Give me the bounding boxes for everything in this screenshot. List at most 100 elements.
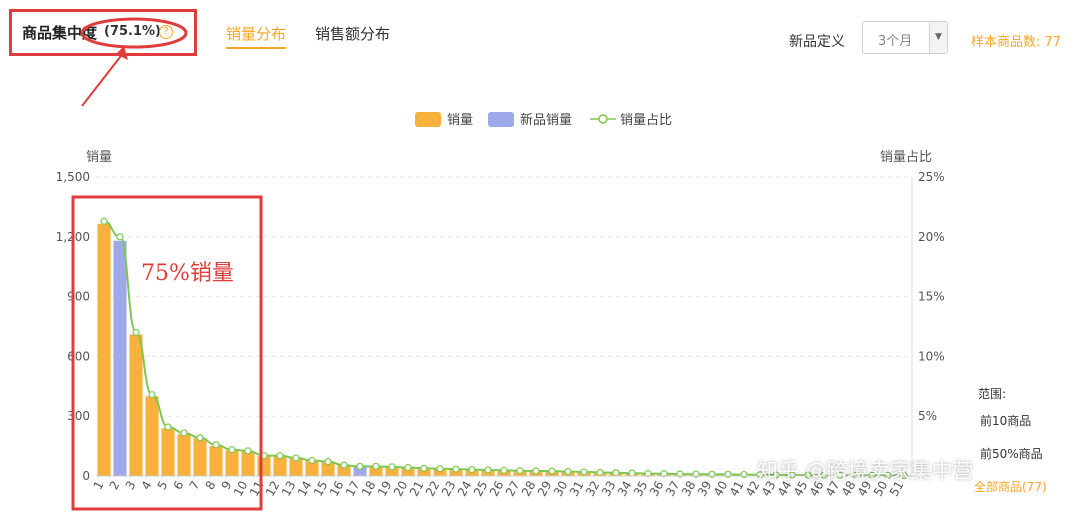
legend-item-new-sales[interactable]: 新品销量 [488, 109, 572, 128]
legend-swatch-sales [415, 112, 441, 127]
share-point [292, 454, 300, 462]
share-point [676, 470, 684, 478]
period-select[interactable]: 3个月 ▼ [862, 21, 948, 54]
x-tick-label: 7 [187, 479, 203, 493]
y2-tick-label: 15% [918, 290, 945, 304]
x-tick-label: 13 [279, 479, 299, 499]
share-point [404, 463, 412, 472]
share-point [420, 464, 428, 472]
x-tick-label: 35 [631, 479, 651, 499]
x-tick-label: 42 [743, 479, 763, 499]
y-tick-label: 600 [67, 349, 90, 363]
bar-sales [97, 223, 111, 476]
highlight-box-top10 [71, 195, 263, 511]
range-item-all[interactable]: 全部商品(77) [974, 480, 1047, 494]
share-point [180, 429, 188, 437]
share-point [596, 468, 604, 477]
share-point [148, 391, 156, 399]
x-tick-label: 33 [599, 479, 619, 499]
share-point [516, 467, 524, 475]
x-tick-label: 5 [155, 479, 171, 493]
bar-sales [145, 396, 159, 476]
x-tick-label: 36 [647, 479, 667, 499]
tab-revenue-distribution[interactable]: 销售额分布 [315, 25, 391, 43]
y2-tick-label: 5% [918, 409, 937, 423]
bar-sales [321, 462, 335, 476]
share-point [900, 471, 908, 480]
x-tick-label: 46 [807, 479, 827, 499]
legend-label-share: 销量占比 [620, 113, 673, 128]
legend-swatch-new-sales [488, 112, 514, 127]
x-tick-label: 49 [855, 479, 875, 499]
chevron-down-icon[interactable]: ▼ [929, 22, 947, 53]
share-point [452, 465, 460, 473]
x-tick-label: 28 [519, 479, 539, 499]
share-point [468, 465, 476, 474]
share-point [580, 468, 588, 476]
share-point [532, 467, 540, 475]
x-tick-label: 1 [91, 479, 107, 493]
highlight-box-concentration [9, 9, 197, 56]
bar-sales [369, 466, 383, 476]
annotation-75-percent: 75%销量 [141, 261, 234, 286]
legend-item-sales[interactable]: 销量 [415, 109, 473, 128]
bar-sales [161, 428, 175, 476]
x-tick-label: 26 [487, 479, 507, 499]
y2-tick-label: 10% [918, 349, 945, 363]
x-tick-label: 3 [123, 479, 139, 493]
range-title: 范围: [978, 387, 1007, 401]
share-point [132, 328, 140, 337]
period-select-value: 3个月 [878, 34, 913, 49]
legend-label-new-sales: 新品销量 [520, 113, 573, 128]
bar-sales [401, 467, 415, 476]
bar-new-sales [353, 467, 367, 476]
tab-sales-distribution[interactable]: 销量分布 [226, 23, 287, 49]
share-point [804, 471, 812, 479]
share-point [852, 471, 860, 480]
y-tick-label: 1,500 [56, 170, 90, 184]
bar-sales [273, 456, 287, 476]
x-tick-label: 45 [791, 479, 811, 499]
new-product-definition-label: 新品定义 [789, 34, 845, 50]
bar-sales [241, 451, 255, 476]
x-tick-label: 48 [839, 479, 859, 499]
question-circle-icon[interactable]: ? [159, 25, 173, 39]
share-point [740, 470, 748, 479]
annotation-arrowhead [116, 46, 128, 60]
x-tick-label: 34 [615, 479, 635, 499]
share-point [644, 470, 652, 478]
line-layer [100, 217, 908, 480]
share-point [164, 423, 172, 431]
x-tick-label: 43 [759, 479, 779, 499]
x-tick-label: 24 [455, 479, 475, 499]
x-tick-label: 39 [695, 479, 715, 499]
share-point [548, 467, 556, 475]
share-point [244, 447, 252, 455]
x-tick-label: 29 [535, 479, 555, 499]
share-point [388, 463, 396, 471]
share-point [788, 471, 796, 479]
x-tick-label: 12 [263, 479, 283, 499]
x-tick-label: 19 [375, 479, 395, 499]
share-point [436, 465, 444, 473]
bar-new-sales [113, 240, 127, 476]
bar-sales [129, 334, 143, 476]
share-point [276, 452, 284, 460]
range-item-top10[interactable]: 前10商品 [980, 414, 1032, 428]
share-point [196, 434, 204, 442]
x-tick-label: 25 [471, 479, 491, 499]
bar-sales [193, 438, 207, 476]
range-panel: 范围: [978, 385, 1006, 402]
share-point [884, 471, 892, 480]
share-point [868, 471, 876, 480]
bar-sales [209, 446, 223, 476]
x-tick-label: 4 [139, 479, 155, 493]
wechat-icon [821, 459, 848, 477]
range-item-top50[interactable]: 前50%商品 [980, 447, 1043, 461]
x-tick-label: 8 [203, 479, 219, 493]
bar-sales [289, 458, 303, 476]
y-tick-label: 0 [82, 469, 90, 483]
legend-item-share[interactable]: 销量占比 [590, 109, 672, 128]
line-circle-icon [590, 114, 616, 124]
